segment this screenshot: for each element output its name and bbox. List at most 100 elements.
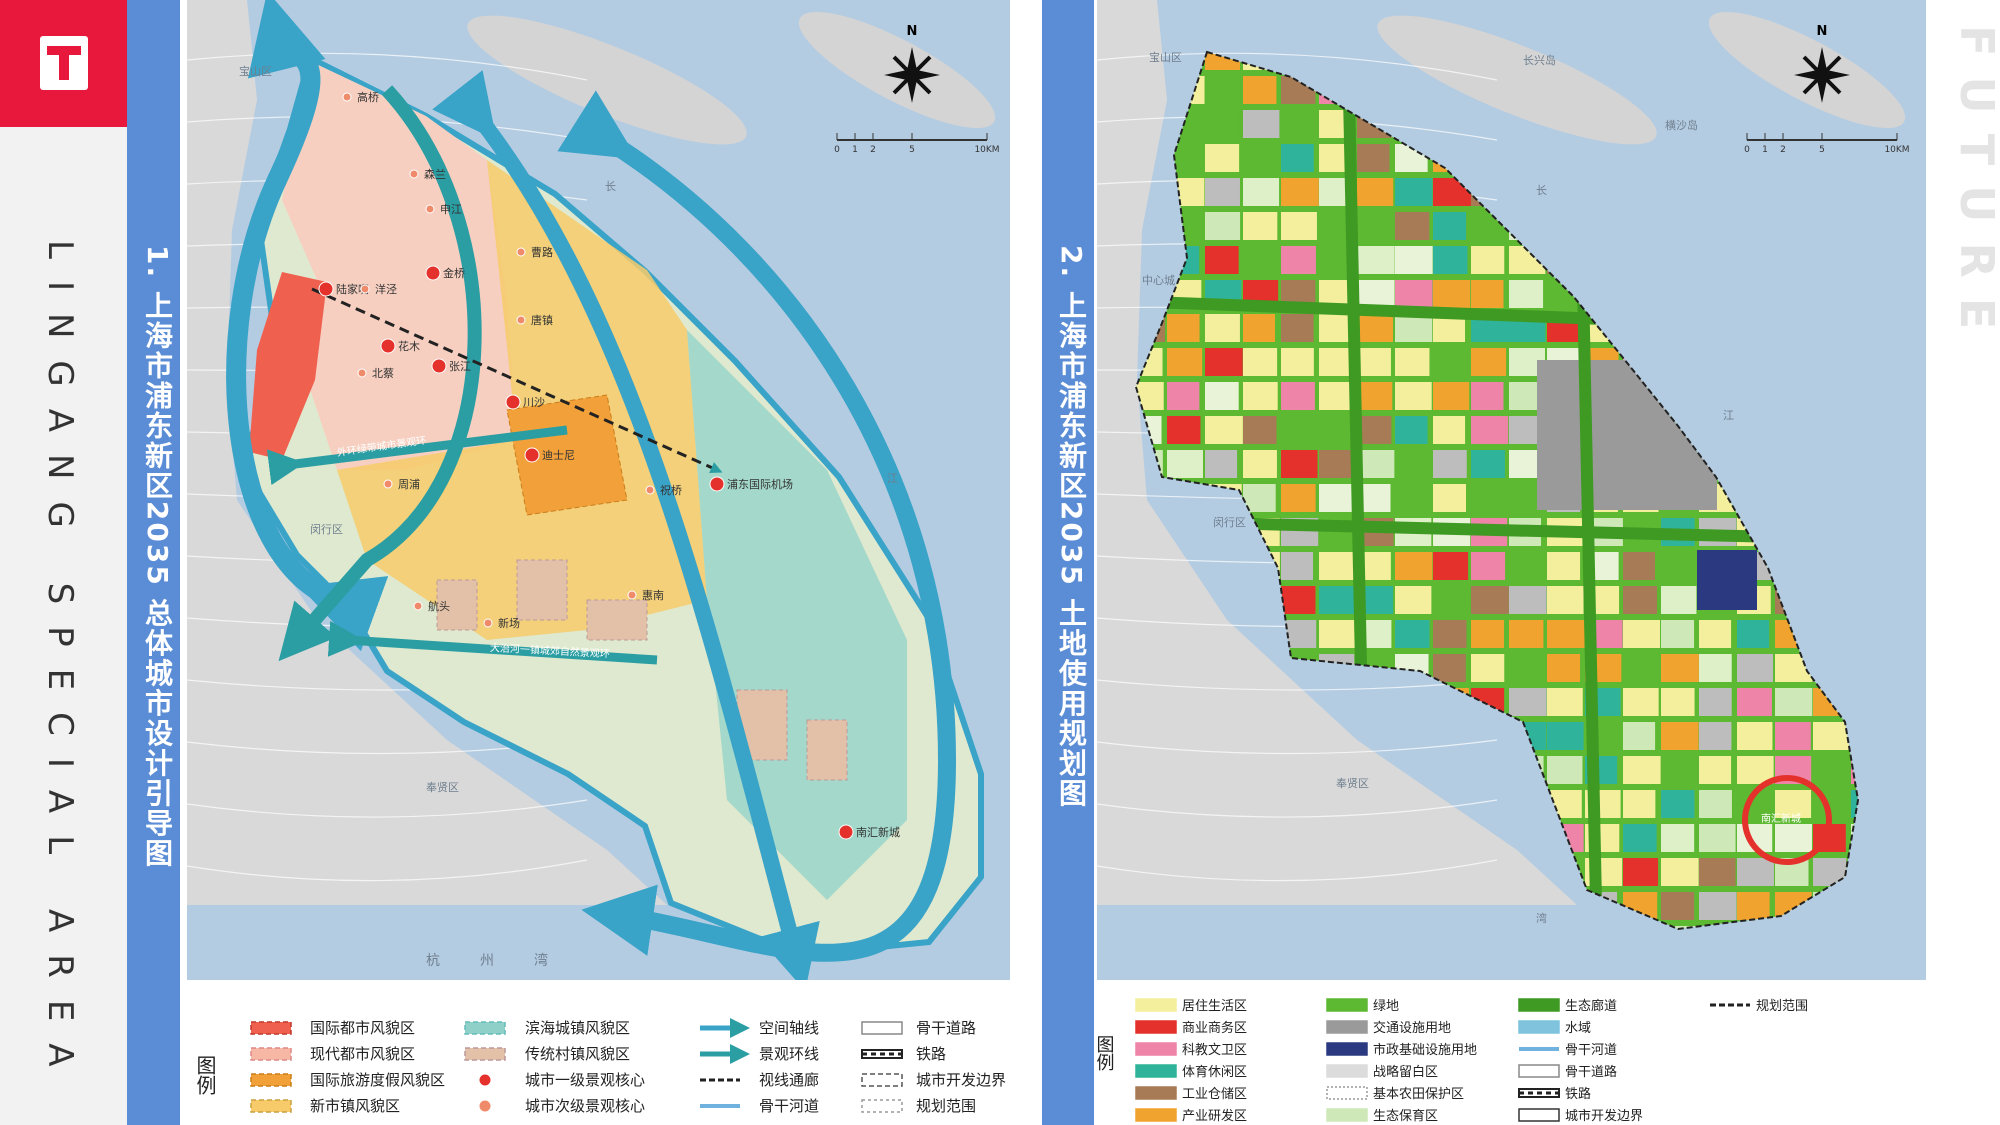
parcel <box>1433 280 1471 308</box>
map-label: 湾 <box>1536 911 1547 925</box>
map-title: 2. 上海市浦东新区2035 土地使用规划图 <box>1055 245 1088 809</box>
parcel <box>1661 756 1698 784</box>
parcel <box>1623 688 1659 716</box>
side-text: LINGANG SPECIAL AREA <box>40 240 80 1089</box>
parcel <box>1775 824 1812 852</box>
map-label: 长 <box>605 180 616 193</box>
parcel <box>1281 552 1314 580</box>
parcel <box>1661 552 1699 580</box>
map-label: 浦东国际机场 <box>727 477 793 491</box>
scale-label: 2 <box>870 145 876 155</box>
parcel <box>1281 484 1316 512</box>
minor-dot <box>413 601 423 611</box>
map-title: 1. 上海市浦东新区2035 总体城市设计引导图 <box>141 245 174 869</box>
legend-label: 生态保育区 <box>1373 1108 1438 1124</box>
parcel <box>1357 382 1393 410</box>
parcel <box>1281 314 1314 342</box>
minor-dot <box>409 169 419 179</box>
legend-swatch <box>1326 1064 1368 1078</box>
parcel <box>1509 280 1544 308</box>
parcel <box>1661 824 1695 852</box>
legend-label: 体育休闲区 <box>1182 1064 1247 1080</box>
legend-label: 工业仓储区 <box>1182 1087 1247 1102</box>
map-label: 祝桥 <box>660 483 682 497</box>
legend-label: 规划范围 <box>1756 999 1808 1014</box>
parcel <box>1509 586 1547 614</box>
core-dot <box>425 265 441 281</box>
ring <box>1742 775 1832 865</box>
parcel <box>1205 382 1239 410</box>
parcel <box>1395 314 1433 342</box>
parcel <box>1433 552 1469 580</box>
utility <box>1697 550 1757 610</box>
parcel <box>1851 790 1858 818</box>
parcel <box>1623 586 1658 614</box>
core-dot <box>505 394 521 410</box>
minor-dot <box>483 618 493 628</box>
map-label: 陆家嘴 <box>336 282 369 296</box>
side-text-right: NEW DISTRICT NEW FUTURE <box>1950 25 2000 350</box>
parcel <box>1281 586 1316 614</box>
parcel <box>1661 790 1695 818</box>
parcel <box>1661 858 1699 886</box>
parcel <box>1623 722 1656 750</box>
parcel <box>1547 654 1581 682</box>
map-label: 闵行区 <box>310 522 343 536</box>
island <box>1708 11 1906 129</box>
parcel <box>1319 620 1356 648</box>
parcel <box>1699 892 1737 920</box>
parcel <box>1281 110 1319 138</box>
parcel <box>1319 450 1356 478</box>
legend-swatch <box>1135 1064 1177 1078</box>
parcel <box>1395 552 1433 580</box>
legend-label: 骨干河道 <box>759 1097 819 1115</box>
parcel <box>1205 144 1240 172</box>
scale-label: 2 <box>1780 145 1786 155</box>
legend-swatch <box>861 1021 903 1035</box>
parcel <box>1471 416 1509 444</box>
minor-dot <box>357 368 367 378</box>
arrow <box>432 70 820 980</box>
parcel <box>1433 484 1467 512</box>
parcel <box>1243 110 1280 138</box>
sight-line <box>311 287 723 474</box>
parcel <box>1433 212 1467 240</box>
boundary <box>1134 50 1860 931</box>
legend-label: 新市镇风貌区 <box>310 1097 400 1115</box>
parcel <box>1661 892 1695 920</box>
land <box>187 0 667 905</box>
parcel <box>1433 348 1470 376</box>
map-label: 宝山区 <box>1149 50 1182 64</box>
legend-swatch <box>464 1047 506 1061</box>
minor-dot <box>645 485 655 495</box>
island <box>1377 15 1657 145</box>
legend-label: 产业研发区 <box>1182 1108 1247 1124</box>
minor-dot <box>342 92 352 102</box>
legend-label: 绿地 <box>1373 999 1399 1014</box>
parcel <box>1319 348 1353 376</box>
legend-swatch <box>1326 1108 1368 1122</box>
parcel <box>1433 246 1468 274</box>
core-dot <box>431 358 447 374</box>
parcel <box>1205 110 1240 138</box>
legend-swatch <box>1135 1042 1177 1056</box>
parcel <box>1433 450 1467 478</box>
parcel <box>1243 144 1277 172</box>
parcel <box>1471 382 1504 410</box>
map-label: 南汇新城 <box>1761 812 1801 825</box>
parcel <box>1699 654 1732 682</box>
parcel <box>1357 348 1391 376</box>
parcel <box>1243 348 1278 376</box>
parcel <box>1205 178 1240 206</box>
parcel <box>1205 314 1240 342</box>
legend-swatch <box>1135 1086 1177 1100</box>
arrow <box>226 0 389 652</box>
arrow <box>557 90 957 962</box>
logo-cut <box>59 46 69 80</box>
legend-label: 基本农田保护区 <box>1373 1087 1464 1102</box>
scale-label: 5 <box>909 145 915 155</box>
parcel <box>1395 348 1430 376</box>
